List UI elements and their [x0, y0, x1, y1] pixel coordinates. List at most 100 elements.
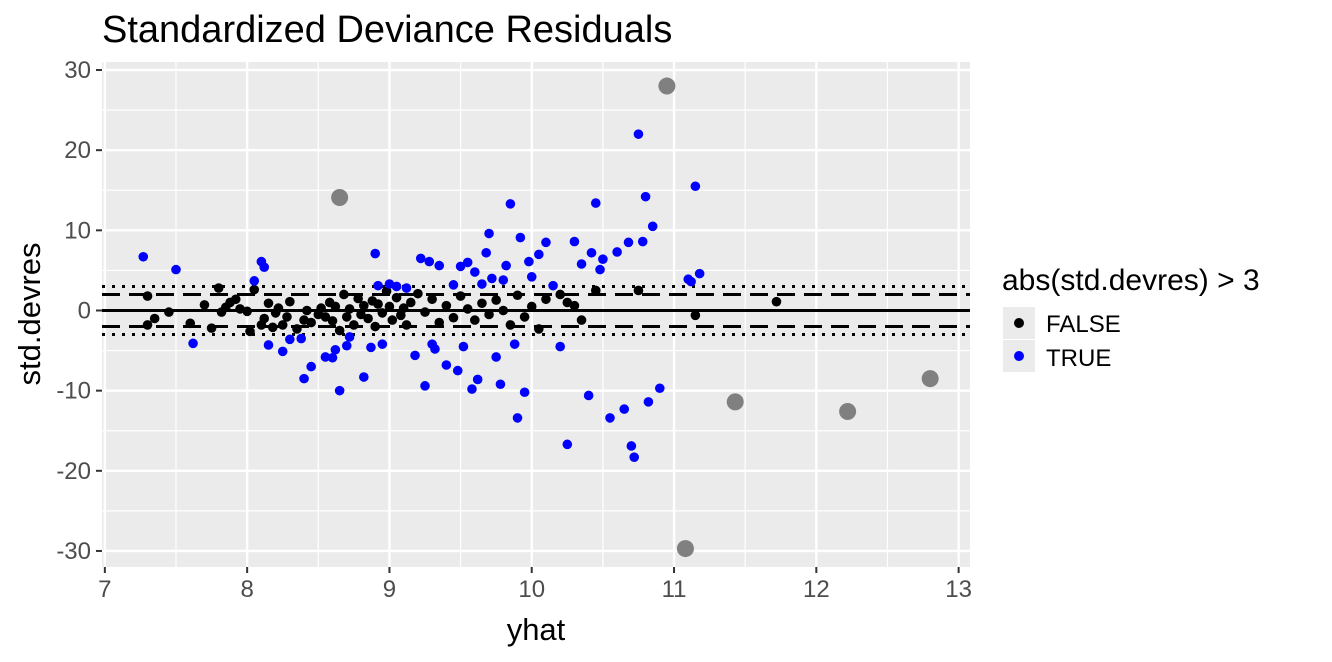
data-point [213, 283, 224, 293]
data-point [285, 334, 295, 345]
data-point [373, 299, 383, 309]
data-point [612, 247, 622, 257]
legend-key-false [1014, 318, 1024, 328]
data-point [470, 315, 480, 325]
data-point [138, 251, 149, 262]
data-point [658, 77, 676, 95]
data-point [526, 301, 537, 312]
data-points [138, 77, 939, 558]
data-point [619, 404, 630, 414]
data-point [401, 320, 412, 330]
data-point [331, 188, 349, 206]
data-point [462, 257, 473, 268]
data-point [420, 307, 430, 317]
data-point [598, 254, 608, 264]
x-tick-label: 13 [945, 576, 972, 603]
data-point [206, 323, 217, 333]
data-point [498, 305, 509, 316]
data-point [413, 288, 423, 299]
x-tick-label: 12 [803, 576, 830, 603]
data-point [526, 272, 537, 282]
data-point [484, 309, 494, 320]
data-point [142, 320, 153, 330]
data-point [384, 301, 395, 312]
data-point [640, 191, 651, 202]
data-point [839, 402, 857, 420]
data-point [654, 383, 665, 394]
data-point [491, 352, 501, 362]
data-point [690, 310, 701, 321]
data-point [142, 291, 153, 301]
data-point [505, 320, 516, 330]
data-point [512, 290, 523, 301]
data-point [424, 256, 435, 267]
data-point [185, 318, 196, 329]
data-point [334, 325, 345, 336]
data-point [694, 268, 705, 279]
data-point [534, 324, 544, 334]
data-point [363, 313, 373, 324]
chart-title: Standardized Deviance Residuals [102, 9, 672, 51]
data-point [242, 306, 252, 317]
data-point [690, 181, 701, 192]
data-point [359, 372, 369, 382]
data-point [590, 198, 601, 208]
data-point [470, 267, 480, 277]
x-tick-label: 7 [98, 576, 111, 603]
data-point [586, 247, 597, 258]
data-point [249, 276, 260, 286]
data-point [434, 317, 445, 328]
data-point [387, 315, 398, 325]
data-point [306, 317, 316, 328]
data-point [686, 276, 696, 287]
data-point [484, 228, 494, 239]
data-point [341, 340, 352, 351]
y-axis-title: std.devres [12, 242, 47, 385]
data-point [462, 304, 473, 314]
data-point [263, 340, 274, 350]
data-point [259, 313, 270, 324]
y-tick-label: -20 [56, 458, 91, 485]
y-tick-label: 10 [64, 217, 91, 244]
data-point [320, 352, 331, 362]
data-point [263, 298, 274, 309]
y-tick-label: 30 [64, 57, 91, 84]
y-tick-label: 0 [78, 297, 91, 324]
data-point [562, 439, 573, 450]
data-point [501, 260, 511, 271]
data-point [381, 286, 392, 297]
data-point [415, 253, 426, 264]
data-point [541, 237, 551, 248]
data-point [344, 304, 355, 314]
data-point [487, 273, 497, 284]
data-point [259, 262, 270, 273]
data-point [472, 374, 483, 385]
data-point [420, 381, 430, 391]
data-point [477, 298, 487, 309]
data-point [569, 236, 580, 247]
data-point [327, 316, 338, 326]
x-tick-label: 10 [518, 576, 545, 603]
data-point [921, 370, 939, 388]
data-point [455, 261, 466, 272]
data-point [430, 344, 440, 354]
data-point [512, 413, 523, 423]
data-point [633, 285, 644, 296]
data-point [629, 452, 639, 462]
data-point [452, 365, 463, 376]
data-point [164, 307, 174, 317]
data-point [595, 264, 605, 275]
data-point [455, 291, 466, 301]
data-point [519, 387, 530, 398]
x-tick-label: 8 [240, 576, 253, 603]
data-point [448, 312, 459, 323]
data-point [467, 384, 477, 394]
legend-title: abs(std.devres) > 3 [1002, 264, 1260, 297]
data-point [373, 280, 383, 291]
data-point [583, 390, 594, 401]
legend: abs(std.devres) > 3 FALSE TRUE [1002, 264, 1260, 372]
x-axis-ticks: 7 8 9 10 11 12 13 [98, 567, 972, 603]
data-point [344, 332, 355, 342]
data-point [481, 247, 491, 258]
